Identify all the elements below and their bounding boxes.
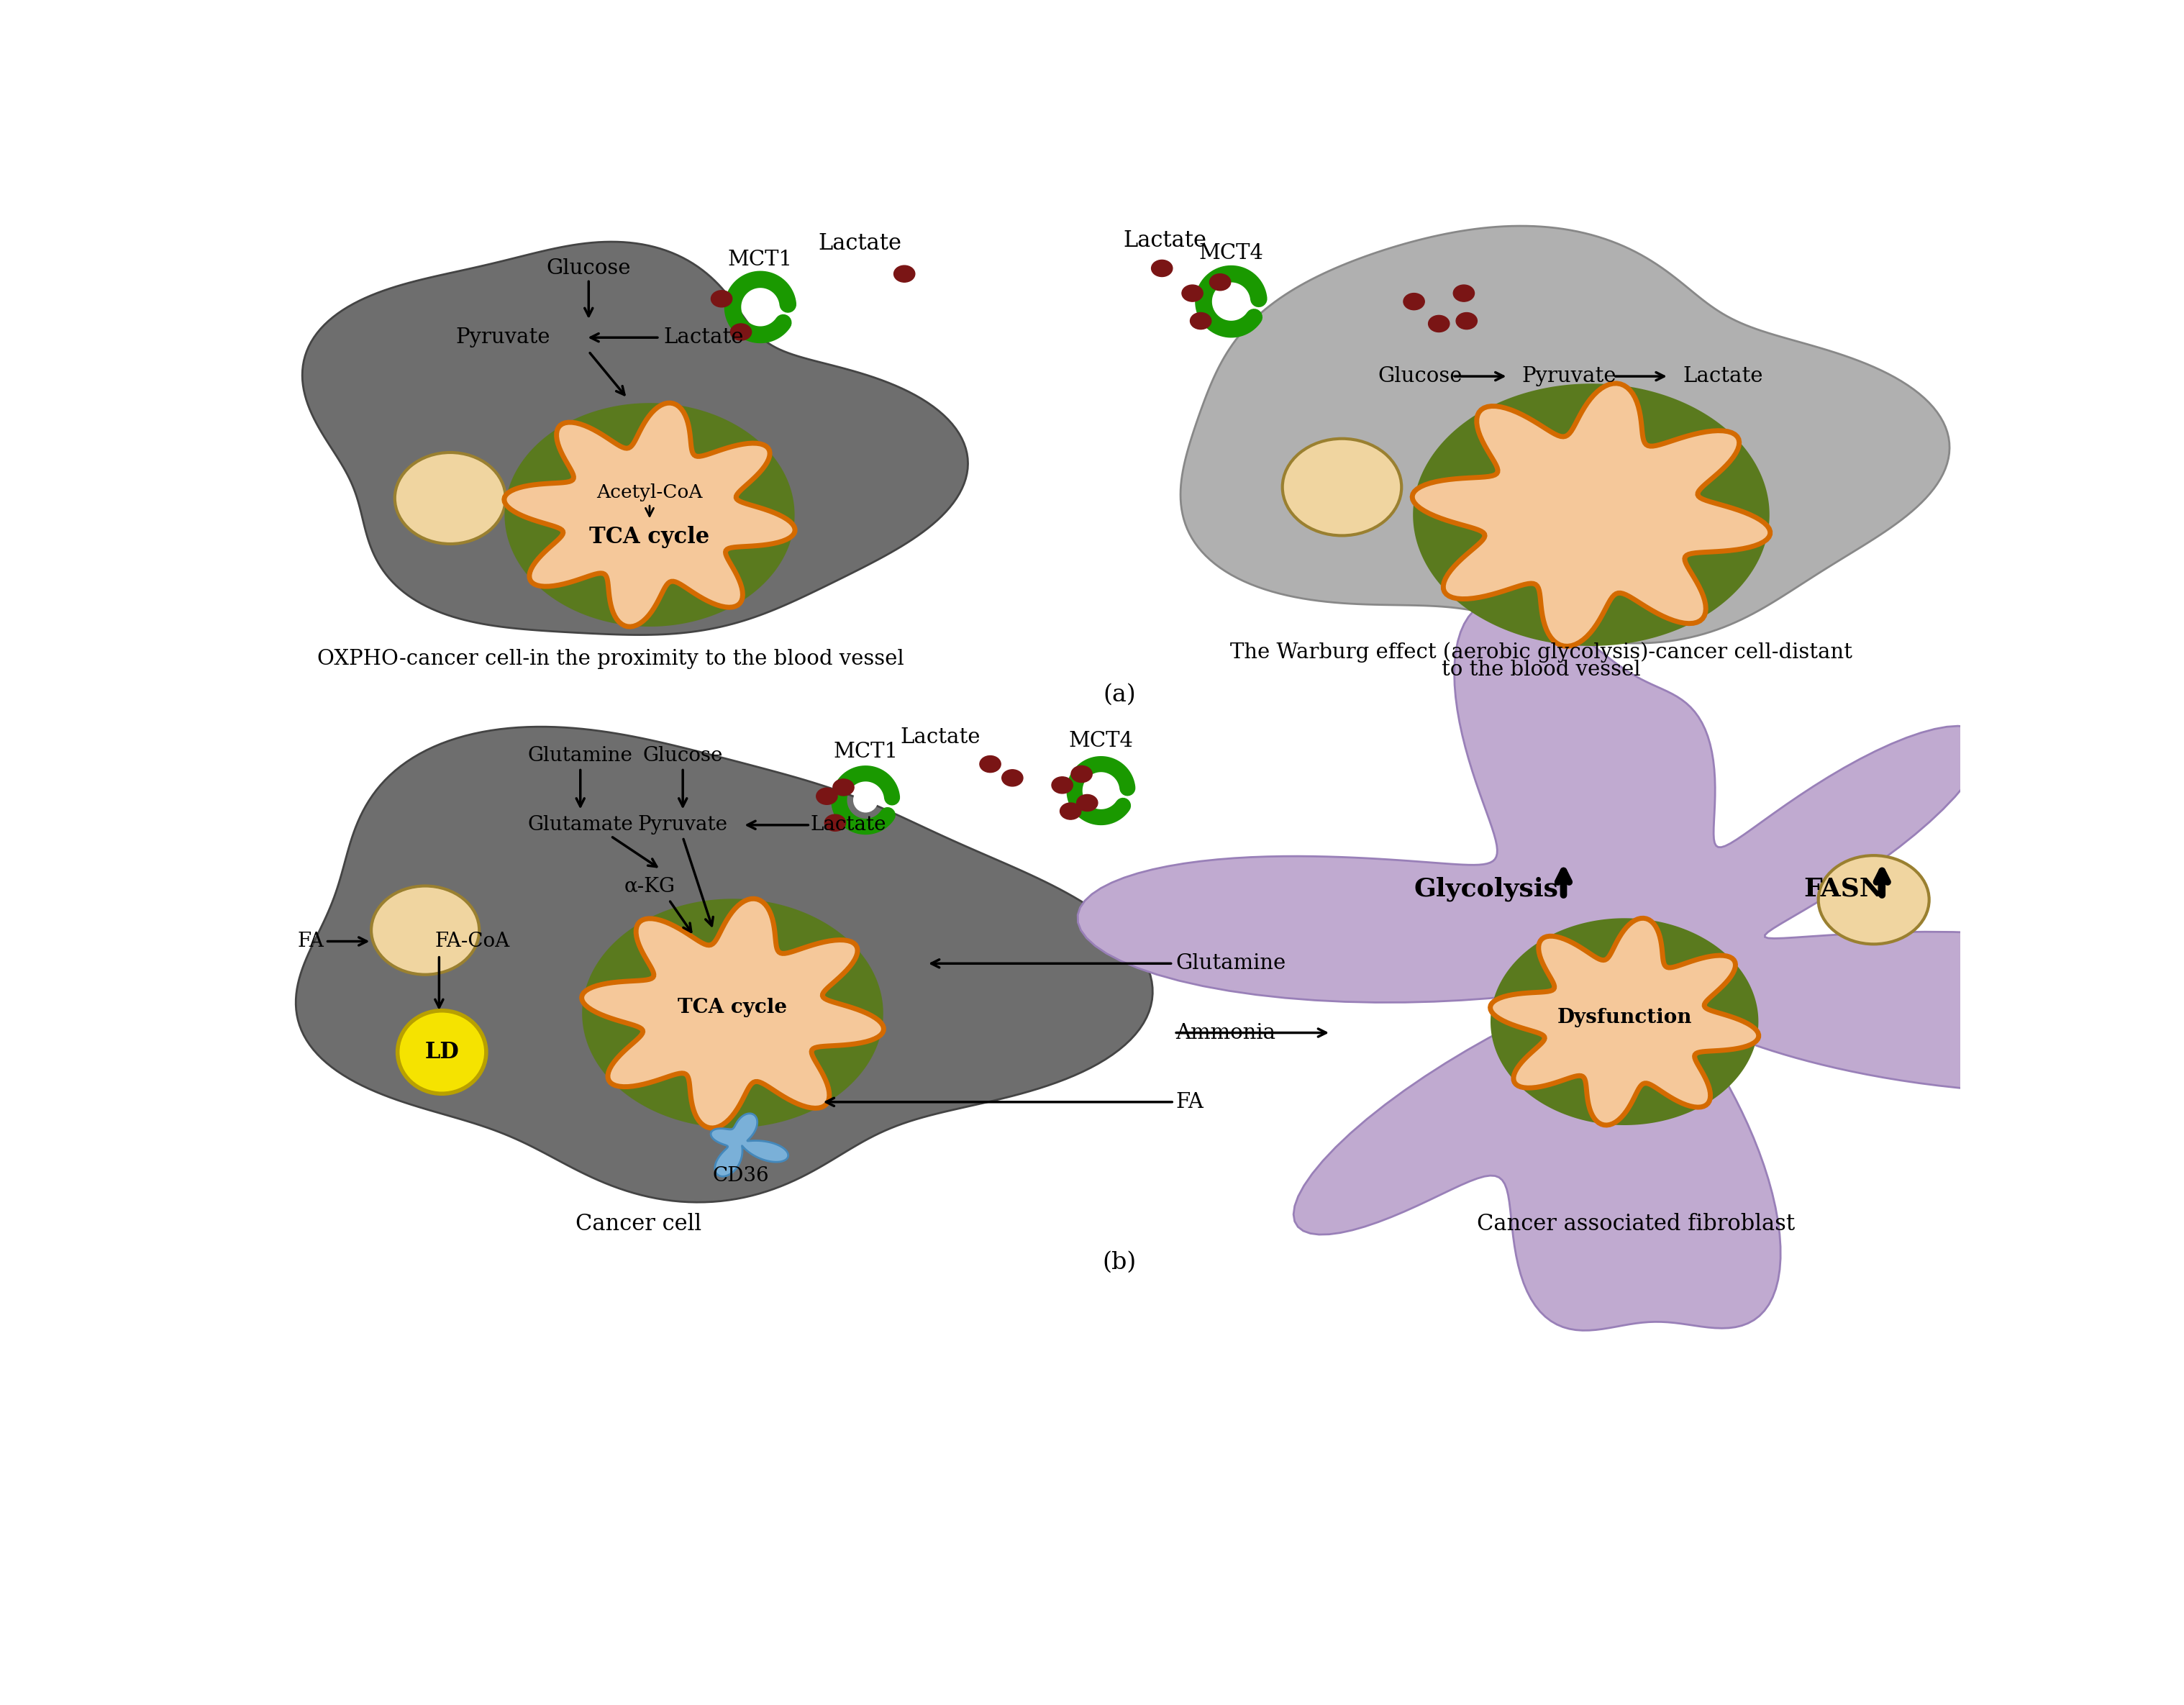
Text: Glucose: Glucose: [642, 747, 723, 766]
Polygon shape: [1413, 385, 1769, 644]
Polygon shape: [1492, 919, 1758, 1124]
Polygon shape: [1413, 384, 1771, 646]
Text: Lactate: Lactate: [819, 232, 902, 254]
Polygon shape: [1182, 227, 1950, 643]
Ellipse shape: [1210, 275, 1230, 290]
Polygon shape: [710, 1113, 788, 1176]
Text: Acetyl-CoA: Acetyl-CoA: [596, 484, 703, 501]
Polygon shape: [581, 899, 885, 1129]
Ellipse shape: [1070, 766, 1092, 783]
Text: TCA cycle: TCA cycle: [590, 525, 710, 547]
Ellipse shape: [395, 452, 505, 544]
Ellipse shape: [747, 295, 773, 319]
Ellipse shape: [1219, 290, 1243, 314]
Text: Glutamate: Glutamate: [529, 815, 633, 835]
Ellipse shape: [1457, 312, 1476, 329]
Ellipse shape: [1819, 856, 1928, 945]
Ellipse shape: [1059, 803, 1081, 820]
Text: Ammonia: Ammonia: [1175, 1023, 1275, 1043]
Text: Dysfunction: Dysfunction: [1557, 1008, 1693, 1028]
Text: α-KG: α-KG: [625, 876, 675, 895]
Polygon shape: [1489, 919, 1758, 1125]
Text: FASN: FASN: [1804, 876, 1883, 900]
Ellipse shape: [981, 755, 1000, 772]
Text: OXPHO-cancer cell-in the proximity to the blood vessel: OXPHO-cancer cell-in the proximity to th…: [317, 650, 904, 668]
Ellipse shape: [729, 324, 751, 341]
Text: Lactate: Lactate: [810, 815, 887, 835]
Text: Cancer associated fibroblast: Cancer associated fibroblast: [1476, 1212, 1795, 1234]
Polygon shape: [301, 242, 968, 634]
Text: MCT1: MCT1: [834, 742, 898, 762]
Text: Lactate: Lactate: [1682, 367, 1762, 387]
Ellipse shape: [826, 815, 845, 830]
Text: Glucose: Glucose: [1378, 367, 1463, 387]
Ellipse shape: [1151, 259, 1173, 276]
Polygon shape: [1077, 598, 2184, 1330]
Text: (b): (b): [1103, 1251, 1136, 1274]
Text: The Warburg effect (aerobic glycolysis)-cancer cell-distant: The Warburg effect (aerobic glycolysis)-…: [1230, 641, 1852, 663]
Ellipse shape: [371, 887, 478, 975]
Polygon shape: [583, 900, 882, 1127]
Polygon shape: [295, 726, 1153, 1202]
Text: MCT4: MCT4: [1199, 244, 1265, 263]
Text: Glutamine: Glutamine: [1175, 953, 1286, 974]
Text: FA: FA: [297, 931, 323, 951]
Text: Lactate: Lactate: [1123, 230, 1206, 252]
Ellipse shape: [832, 779, 854, 796]
Text: Pyruvate: Pyruvate: [454, 327, 550, 348]
Ellipse shape: [397, 1011, 487, 1093]
Polygon shape: [505, 402, 795, 627]
Ellipse shape: [1090, 779, 1114, 803]
Text: (a): (a): [1103, 684, 1136, 706]
Ellipse shape: [712, 290, 732, 307]
Polygon shape: [505, 404, 793, 626]
Ellipse shape: [1428, 315, 1450, 332]
Text: MCT4: MCT4: [1068, 731, 1133, 750]
Text: LD: LD: [424, 1042, 459, 1064]
Ellipse shape: [817, 788, 836, 805]
Text: Glycolysis: Glycolysis: [1413, 876, 1559, 902]
Ellipse shape: [1002, 769, 1022, 786]
Ellipse shape: [854, 788, 878, 812]
Text: CD36: CD36: [712, 1166, 769, 1185]
Ellipse shape: [1077, 795, 1099, 812]
Ellipse shape: [1452, 285, 1474, 302]
Ellipse shape: [1182, 285, 1203, 302]
Text: Lactate: Lactate: [900, 728, 981, 747]
Ellipse shape: [1053, 777, 1072, 793]
Text: Pyruvate: Pyruvate: [638, 815, 727, 835]
Text: Glutamine: Glutamine: [529, 747, 633, 766]
Ellipse shape: [1404, 293, 1424, 310]
Text: TCA cycle: TCA cycle: [677, 997, 788, 1018]
Text: Lactate: Lactate: [664, 327, 743, 348]
Ellipse shape: [893, 266, 915, 281]
Ellipse shape: [1190, 312, 1212, 329]
Ellipse shape: [1282, 438, 1402, 535]
Text: Cancer cell: Cancer cell: [577, 1212, 701, 1234]
Text: MCT1: MCT1: [727, 251, 793, 269]
Text: Pyruvate: Pyruvate: [1522, 367, 1616, 387]
Text: Glucose: Glucose: [546, 257, 631, 278]
Text: FA: FA: [1175, 1091, 1203, 1112]
Text: FA-CoA: FA-CoA: [435, 931, 509, 951]
Text: to the blood vessel: to the blood vessel: [1441, 660, 1640, 680]
